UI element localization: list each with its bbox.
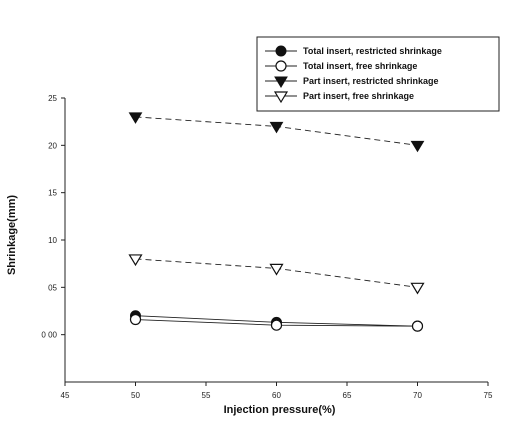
data-point (269, 263, 284, 276)
x-axis-label: Injection pressure(%) (224, 404, 336, 416)
series-layer (128, 112, 425, 332)
x-tick-label: 70 (413, 391, 422, 400)
data-point (129, 313, 142, 326)
series-4 (128, 254, 425, 295)
y-tick-label: 20 (48, 141, 57, 150)
legend-label: Total insert, free shrinkage (303, 61, 417, 71)
legend-marker (274, 76, 288, 88)
y-tick-label: 15 (48, 189, 57, 198)
y-tick-label: 0 00 (41, 331, 57, 340)
x-tick-label: 50 (131, 391, 140, 400)
data-point (410, 140, 425, 153)
legend-label: Total insert, restricted shrinkage (303, 46, 442, 56)
data-point (270, 319, 283, 331)
data-point (128, 254, 143, 267)
data-point (411, 320, 424, 332)
y-tick-label: 05 (48, 283, 57, 292)
legend-entry: Part insert, free shrinkage (265, 91, 414, 104)
legend: Total insert, restricted shrinkage Total … (256, 36, 500, 112)
legend-entry: Total insert, free shrinkage (265, 60, 417, 72)
legend-box (256, 36, 500, 112)
data-point (269, 121, 284, 134)
legend-entry: Part insert, restricted shrinkage (265, 76, 439, 88)
legend-label: Part insert, free shrinkage (303, 91, 414, 101)
x-tick-label: 60 (272, 391, 281, 400)
x-tick-label: 55 (202, 391, 211, 400)
x-tick-label: 45 (61, 391, 70, 400)
legend-label: Part insert, restricted shrinkage (303, 76, 439, 86)
data-point (410, 282, 425, 295)
series-3 (128, 112, 425, 153)
axes: 45 50 55 60 65 70 75 0 00 05 10 15 20 25 (41, 94, 493, 400)
legend-marker (275, 45, 287, 57)
legend-marker (273, 91, 289, 104)
legend-entry: Total insert, restricted shrinkage (265, 45, 442, 57)
data-point (128, 112, 143, 124)
x-tick-label: 75 (484, 391, 493, 400)
x-tick-label: 65 (343, 391, 352, 400)
series-2 (129, 313, 424, 332)
y-tick-label: 10 (48, 236, 57, 245)
legend-marker (275, 60, 287, 72)
y-tick-label: 25 (48, 94, 57, 103)
y-axis-label: Shrinkage(mm) (6, 195, 18, 275)
